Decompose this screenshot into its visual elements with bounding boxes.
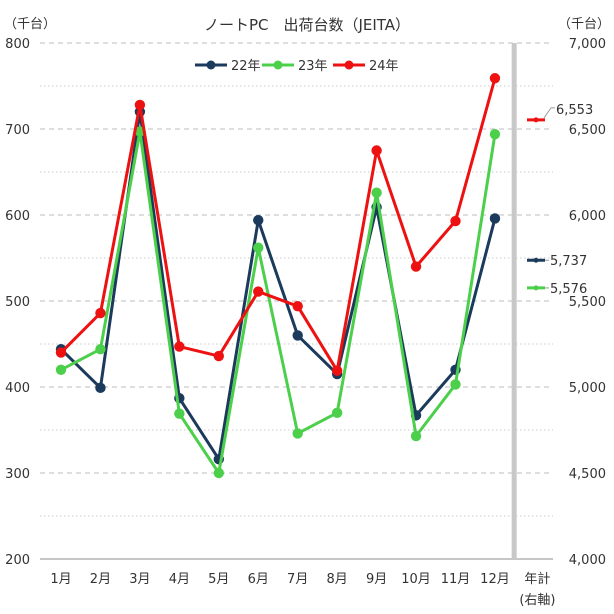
data-point — [410, 430, 422, 442]
data-point — [371, 145, 382, 156]
annual-total-point — [533, 285, 539, 291]
annual-divider-bar — [511, 43, 517, 559]
annual-totals: 5,737 5,576 6,553 — [527, 103, 593, 297]
annual-total-label: 5,737 — [550, 254, 587, 269]
x-tick-label: 10月 — [401, 572, 431, 587]
x-tick-label: 4月 — [169, 572, 190, 587]
x-axis-ticks: 1月 2月 3月 4月 5月 6月 7月 8月 9月 10月 11月 12月 年計 (右軸) — [50, 571, 555, 608]
left-tick-label: 600 — [5, 209, 30, 224]
data-point — [95, 382, 106, 394]
left-axis-ticks: 200 300 400 500 600 700 800 — [5, 37, 30, 568]
legend: 22年 23年 24年 — [195, 59, 399, 74]
right-tick-label: 4,500 — [569, 467, 606, 482]
x-tick-label: 9月 — [366, 572, 387, 587]
series-lines — [55, 73, 501, 479]
legend-label: 22年 — [231, 59, 261, 74]
annual-total-label: 5,576 — [550, 282, 587, 297]
data-point — [410, 261, 422, 272]
data-point — [331, 407, 343, 418]
data-point — [253, 242, 264, 253]
data-point — [55, 364, 67, 375]
data-point — [95, 343, 106, 355]
right-tick-label: 6,500 — [569, 123, 606, 138]
data-point — [55, 347, 67, 358]
series-line — [59, 77, 497, 373]
legend-swatch-marker — [273, 60, 283, 70]
x-tick-label: 2月 — [90, 572, 111, 587]
data-point — [450, 215, 461, 227]
annual-total-label: 6,553 — [556, 103, 593, 118]
legend-swatch-marker — [344, 60, 354, 70]
gridlines — [40, 42, 553, 517]
legend-label: 23年 — [298, 59, 328, 74]
right-tick-label: 6,000 — [569, 209, 606, 224]
data-point — [134, 99, 146, 111]
annual-total-point — [533, 117, 539, 123]
x-tick-label-secondary-axis: (右軸) — [519, 593, 555, 608]
right-tick-label: 4,000 — [569, 553, 606, 568]
x-tick-label: 3月 — [129, 572, 150, 587]
left-axis-unit-label: （千台） — [4, 17, 56, 32]
right-axis-ticks: 4,000 4,500 5,000 5,500 6,000 6,500 7,000 — [569, 37, 606, 568]
x-tick-label-annual: 年計 — [524, 571, 550, 587]
x-tick-label: 12月 — [480, 572, 510, 587]
right-tick-label: 5,000 — [569, 381, 606, 396]
right-axis-unit-label: （千台） — [558, 17, 610, 32]
left-tick-label: 300 — [5, 467, 30, 482]
data-point — [292, 300, 303, 312]
data-point — [371, 187, 382, 198]
right-tick-label: 7,000 — [569, 37, 606, 52]
left-tick-label: 500 — [5, 295, 30, 310]
data-point — [292, 428, 303, 439]
annual-leader-line — [543, 107, 555, 119]
data-point — [292, 330, 303, 341]
data-point — [95, 307, 106, 319]
data-point — [489, 73, 501, 84]
data-point — [213, 350, 224, 362]
x-tick-label: 8月 — [327, 572, 348, 587]
data-point — [489, 128, 501, 140]
legend-label: 24年 — [369, 59, 399, 74]
series-line — [59, 110, 497, 461]
data-point — [489, 213, 501, 224]
data-point — [450, 379, 461, 390]
x-tick-label: 5月 — [208, 572, 229, 587]
data-point — [213, 467, 224, 479]
annual-divider — [511, 43, 517, 559]
legend-swatch-marker — [206, 60, 216, 70]
data-point — [174, 341, 185, 352]
annual-total-point — [533, 257, 539, 263]
left-tick-label: 800 — [5, 37, 30, 52]
series-line — [60, 130, 497, 475]
x-tick-label: 6月 — [248, 572, 269, 587]
x-tick-label: 11月 — [441, 572, 471, 587]
left-tick-label: 200 — [5, 553, 30, 568]
left-tick-label: 700 — [5, 123, 30, 138]
data-point — [253, 214, 264, 226]
left-tick-label: 400 — [5, 381, 30, 396]
data-point — [331, 365, 343, 376]
x-tick-label: 7月 — [287, 572, 308, 587]
data-point — [174, 408, 185, 419]
x-tick-label: 1月 — [50, 572, 71, 587]
right-tick-label: 5,500 — [569, 295, 606, 310]
data-point — [253, 286, 264, 297]
chart-title: ノートPC 出荷台数（JEITA） — [204, 16, 410, 34]
